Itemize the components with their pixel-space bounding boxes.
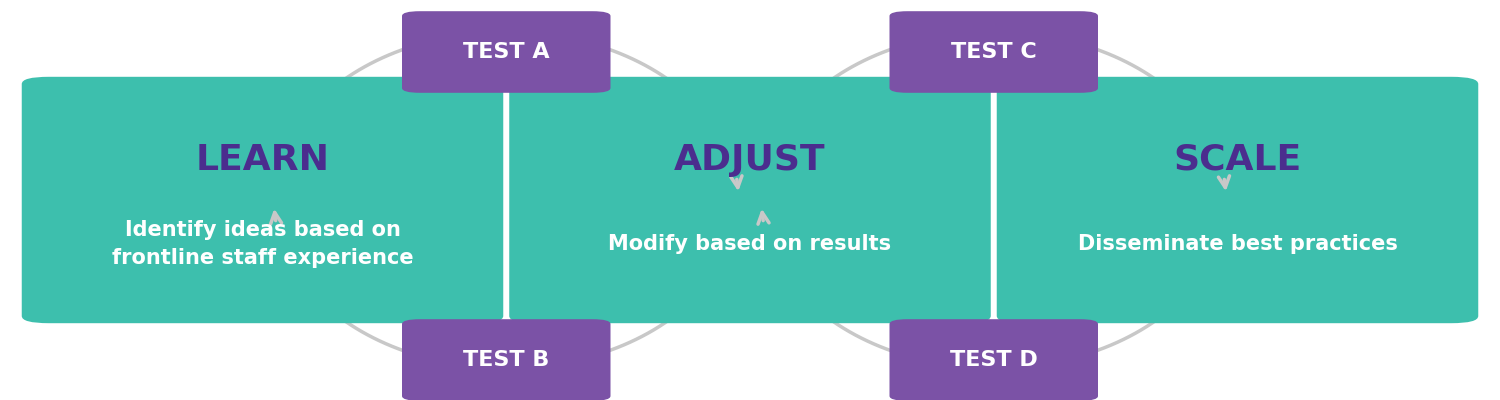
Text: Identify ideas based on
frontline staff experience: Identify ideas based on frontline staff … xyxy=(111,220,414,268)
Text: Disseminate best practices: Disseminate best practices xyxy=(1077,234,1398,254)
FancyBboxPatch shape xyxy=(402,11,610,93)
FancyBboxPatch shape xyxy=(510,77,990,323)
Text: Modify based on results: Modify based on results xyxy=(609,234,891,254)
Text: TEST A: TEST A xyxy=(464,42,549,62)
FancyBboxPatch shape xyxy=(890,11,1098,93)
Text: TEST C: TEST C xyxy=(951,42,1036,62)
FancyBboxPatch shape xyxy=(22,77,502,323)
FancyBboxPatch shape xyxy=(890,319,1098,400)
Text: TEST B: TEST B xyxy=(464,350,549,370)
Text: ADJUST: ADJUST xyxy=(674,143,826,177)
FancyBboxPatch shape xyxy=(402,319,610,400)
Text: TEST D: TEST D xyxy=(950,350,1038,370)
FancyBboxPatch shape xyxy=(996,77,1478,323)
Text: SCALE: SCALE xyxy=(1173,143,1302,177)
Text: LEARN: LEARN xyxy=(195,143,330,177)
